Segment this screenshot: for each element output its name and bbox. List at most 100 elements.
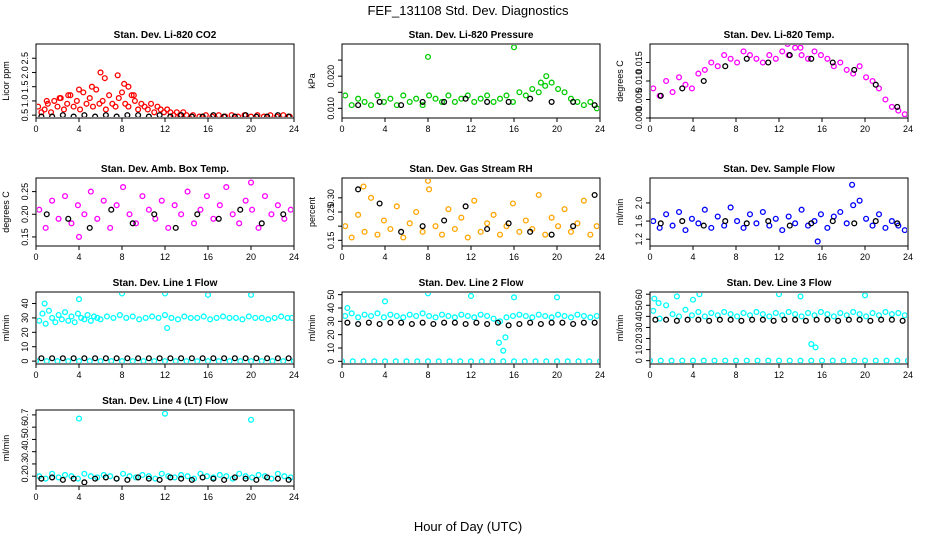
y-tick-label: 1.5 xyxy=(20,80,30,93)
y-tick-label: 30 xyxy=(326,316,336,326)
data-point-cyan xyxy=(97,358,104,363)
data-point-cyan xyxy=(118,293,126,297)
data-point-black xyxy=(285,113,292,117)
data-point-green xyxy=(426,92,433,99)
data-point-orange xyxy=(343,223,349,230)
data-point-red xyxy=(125,103,132,110)
y-tick-label: 1.2 xyxy=(634,233,644,246)
chart-title: Stan. Dev. Li-820 CO2 xyxy=(114,30,217,41)
data-point-black xyxy=(59,476,66,483)
data-point-cyan xyxy=(43,358,50,363)
data-point-black xyxy=(242,112,249,117)
data-point-black xyxy=(70,475,77,482)
data-point-cyan xyxy=(772,309,779,317)
data-point-cyan xyxy=(856,311,863,318)
x-tick-label: 12 xyxy=(160,252,170,262)
data-point-cyan xyxy=(457,358,464,363)
data-point-cyan xyxy=(673,293,680,300)
data-point-cyan xyxy=(81,470,88,477)
data-point-cyan xyxy=(255,471,262,479)
x-tick-label: 20 xyxy=(246,370,256,380)
data-point-black xyxy=(38,113,45,117)
y-tick-label: 50 xyxy=(634,300,644,310)
data-point-red xyxy=(67,92,74,99)
data-points xyxy=(37,179,293,240)
data-point-cyan xyxy=(403,358,410,363)
data-point-red xyxy=(196,113,203,117)
data-point-cyan xyxy=(851,357,858,363)
x-tick-label: 0 xyxy=(33,252,38,262)
data-point-cyan xyxy=(278,313,285,320)
data-point-cyan xyxy=(247,293,255,298)
data-point-magenta xyxy=(875,85,883,92)
x-tick-label: 20 xyxy=(552,252,562,262)
data-points xyxy=(37,411,293,485)
y-tick-label: 0.15 xyxy=(326,232,336,250)
data-point-magenta xyxy=(863,74,870,81)
data-point-green xyxy=(400,92,407,99)
data-point-cyan xyxy=(574,311,581,318)
data-point-green xyxy=(496,95,504,102)
data-point-cyan xyxy=(220,313,227,320)
y-tick-label: 0 xyxy=(20,359,30,364)
data-point-orange xyxy=(360,183,367,190)
data-point-cyan xyxy=(140,358,147,363)
data-point-black xyxy=(210,355,217,362)
data-point-magenta xyxy=(261,193,269,200)
data-point-cyan xyxy=(84,311,91,319)
data-point-cyan xyxy=(495,339,503,346)
data-point-black xyxy=(102,355,109,362)
data-point-cyan xyxy=(265,316,272,323)
data-point-blue xyxy=(824,224,831,231)
data-point-magenta xyxy=(42,224,49,231)
data-point-cyan xyxy=(863,313,870,320)
y-tick-label: 2.5 xyxy=(20,52,30,65)
data-point-cyan xyxy=(798,313,805,320)
data-point-cyan xyxy=(49,470,56,477)
y-axis-label: ml/min xyxy=(307,315,317,342)
x-tick-label: 24 xyxy=(595,370,605,380)
data-point-red xyxy=(151,109,158,116)
data-point-cyan xyxy=(120,470,127,477)
data-point-black xyxy=(59,112,66,117)
data-point-cyan xyxy=(808,341,815,348)
data-point-black xyxy=(81,479,88,485)
data-point-cyan xyxy=(94,314,101,321)
data-point-cyan xyxy=(543,358,550,363)
data-point-cyan xyxy=(535,311,542,318)
data-point-cyan xyxy=(97,316,104,323)
data-point-cyan xyxy=(510,294,518,301)
data-point-cyan xyxy=(74,310,81,317)
data-point-cyan xyxy=(797,357,804,363)
data-point-black xyxy=(167,113,174,117)
data-point-red xyxy=(147,100,155,107)
data-point-magenta xyxy=(779,48,786,55)
x-tick-label: 16 xyxy=(203,492,213,502)
data-point-cyan xyxy=(61,309,69,316)
data-point-green xyxy=(432,95,439,102)
data-points xyxy=(651,45,907,117)
x-tick-label: 0 xyxy=(33,492,38,502)
x-tick-label: 20 xyxy=(552,124,562,134)
data-point-orange xyxy=(464,234,471,241)
data-point-cyan xyxy=(786,357,793,363)
data-point-blue xyxy=(701,206,708,213)
data-point-magenta xyxy=(68,220,75,227)
data-point-cyan xyxy=(478,358,485,363)
x-tick-label: 12 xyxy=(160,370,170,380)
data-point-cyan xyxy=(343,312,349,320)
data-point-cyan xyxy=(888,311,895,318)
data-point-cyan xyxy=(669,311,676,318)
data-point-magenta xyxy=(113,202,120,209)
data-point-cyan xyxy=(883,357,890,363)
data-point-magenta xyxy=(675,74,683,81)
x-tick-label: 20 xyxy=(246,492,256,502)
data-point-black xyxy=(716,316,723,323)
data-point-red xyxy=(75,86,83,93)
data-point-magenta xyxy=(824,55,831,62)
data-point-cyan xyxy=(360,358,367,363)
data-point-magenta xyxy=(107,224,114,231)
data-point-black xyxy=(92,475,99,482)
data-point-magenta xyxy=(75,233,83,240)
data-point-cyan xyxy=(132,474,140,481)
